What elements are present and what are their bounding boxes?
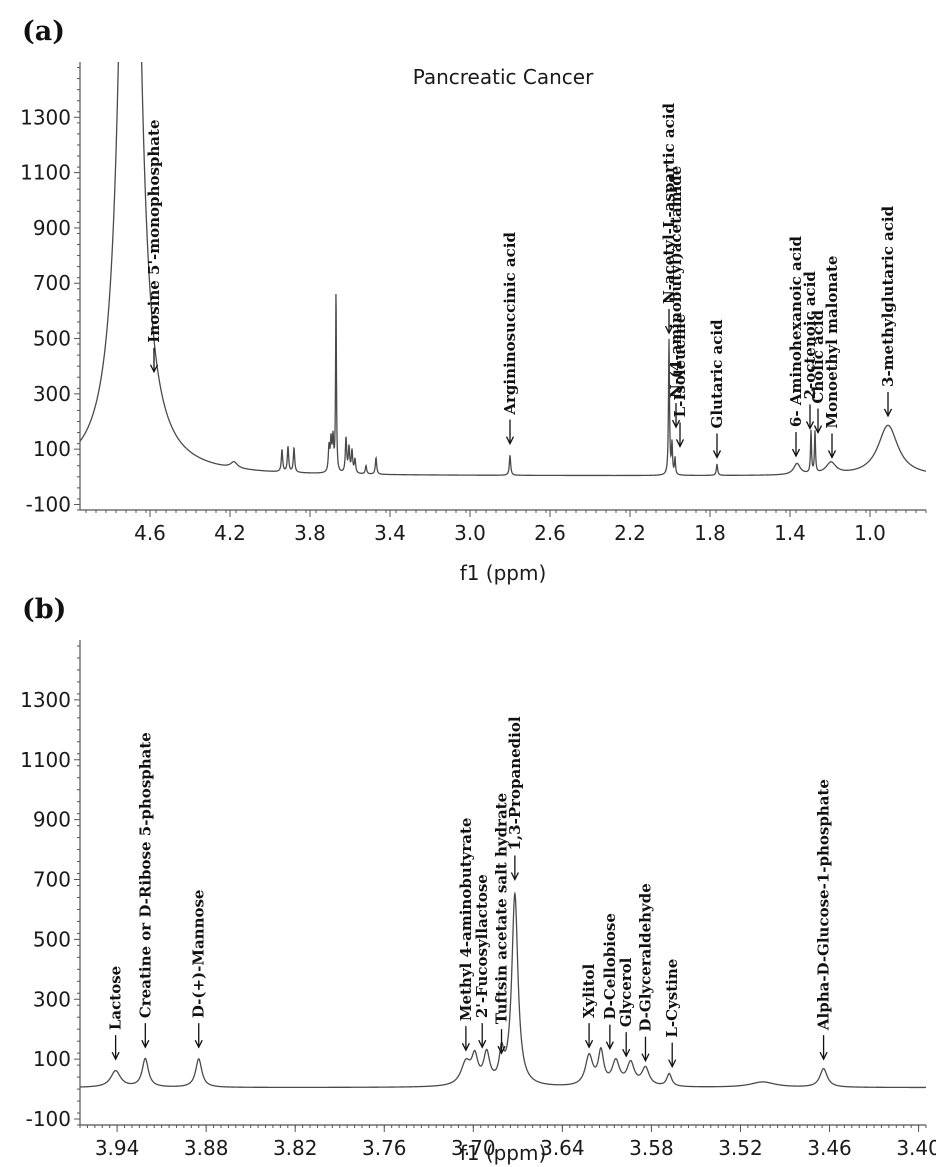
annotation-label: 2-octenoic acid: [801, 271, 819, 400]
x-axis-title: f1 (ppm): [460, 561, 547, 585]
x-tick-label: 4.2: [214, 521, 246, 545]
annotation-label: 2'-Fucosyllactose: [473, 874, 491, 1018]
annotation-label: Creatine or D-Ribose 5-phosphate: [136, 732, 154, 1018]
y-tick-label: 700: [33, 271, 71, 295]
annotation-label: L-Isoleucine: [671, 314, 689, 418]
annotation-arrowhead: [827, 450, 837, 459]
annotation-arrowhead: [805, 421, 815, 430]
annotation-arrowhead: [883, 408, 893, 418]
annotation-label: N-(4-aminobutyl)acetamide: [667, 166, 685, 398]
x-tick-label: 1.0: [854, 521, 886, 545]
y-tick-label: 1100: [20, 748, 71, 772]
annotation-arrowhead: [675, 439, 685, 448]
x-tick-label: 3.4: [374, 521, 406, 545]
annotation-arrowhead: [813, 425, 823, 435]
annotation-arrowhead: [641, 1053, 650, 1063]
annotation-label: Glutaric acid: [708, 319, 726, 429]
y-tick-label: 700: [33, 868, 71, 892]
annotation-arrowhead: [668, 1059, 677, 1069]
annotation-label: 3-methylglutaric acid: [879, 205, 897, 387]
annotation-label: D-(+)-Mannose: [190, 890, 208, 1019]
annotation-label: Glycerol: [617, 957, 635, 1027]
x-tick-label: 2.6: [534, 521, 566, 545]
panel-label: (b): [22, 594, 66, 625]
annotation-arrowhead: [141, 1039, 150, 1049]
x-tick-label: 1.8: [694, 521, 726, 545]
annotation-label: Alpha-D-Glucose-1-phosphate: [815, 779, 833, 1031]
panel-a: (a) Pancreatic Cancer 1300 1100 900 700 500 300…: [20, 16, 927, 585]
annotation-arrowhead: [605, 1041, 614, 1051]
y-tick-label: 300: [33, 987, 71, 1011]
annotation-label: Inosine 5'-monophosphate: [145, 120, 163, 343]
annotation-arrowhead: [111, 1051, 120, 1061]
panel-label: (a): [22, 16, 65, 47]
x-tick-label: 3.0: [454, 521, 486, 545]
annotation-arrowhead: [622, 1048, 631, 1058]
y-tick-label: 300: [33, 382, 71, 406]
panel-b: (b) 1300 1100 900 700 500 300 100 -100 3.94 3.88 3.…: [20, 594, 936, 1165]
y-tick-label: 100: [33, 437, 71, 461]
y-tick-label: 500: [33, 927, 71, 951]
annotation-label: Tuftsin acetate salt hydrate: [493, 793, 511, 1024]
annotation-arrowhead: [510, 872, 519, 881]
y-tick-label: 1100: [20, 161, 71, 185]
y-tick-label: -100: [26, 492, 71, 516]
annotation-label: N-acetyl-L-aspartic acid: [660, 103, 678, 304]
annotation-arrowhead: [671, 419, 681, 429]
x-tick-label: 1.4: [774, 521, 806, 545]
annotation-label: 6- Aminohexanoic acid: [787, 235, 805, 427]
annotation-label: Methyl 4-aminobutyrate: [457, 818, 475, 1022]
y-tick-label: 1300: [20, 688, 71, 712]
annotation-arrowhead: [712, 450, 722, 459]
x-tick-label: 2.2: [614, 521, 646, 545]
annotation-arrowhead: [664, 325, 674, 335]
y-tick-label: 1300: [20, 105, 71, 129]
x-tick-label: 3.64: [540, 1136, 585, 1160]
x-tick-label: 3.58: [629, 1136, 674, 1160]
annotation-label: Argininosuccinic acid: [501, 232, 519, 416]
annotation-label: Monoethyl malonate: [823, 256, 841, 429]
annotation-label: 1,3-Propanediol: [506, 716, 524, 850]
y-tick-label: 900: [33, 216, 71, 240]
x-tick-label: 3.46: [807, 1136, 852, 1160]
annotation-arrowhead: [497, 1045, 506, 1055]
x-tick-label: 4.6: [134, 521, 166, 545]
x-tick-label: 3.76: [362, 1136, 407, 1160]
annotation-label: D-Cellobiose: [601, 913, 619, 1020]
x-tick-label: 3.70: [451, 1136, 496, 1160]
x-tick-label: 3.40: [896, 1136, 936, 1160]
annotation-arrowhead: [461, 1042, 470, 1052]
annotation-arrowhead: [819, 1051, 828, 1061]
spectrum-group: [80, 891, 926, 1089]
annotation-arrowhead: [585, 1039, 594, 1049]
y-tick-label: 900: [33, 808, 71, 832]
annotation-label: Lactose: [107, 966, 125, 1030]
annotation-label: Cholic acid: [809, 309, 827, 403]
annotation-arrowhead: [505, 436, 515, 446]
y-tick-label: 100: [33, 1047, 71, 1071]
spectrum-line: [80, 891, 926, 1089]
x-tick-label: 3.52: [718, 1136, 763, 1160]
chart-title: Pancreatic Cancer: [413, 65, 594, 89]
y-tick-label: 500: [33, 327, 71, 351]
annotation-label: L-Cystine: [663, 959, 681, 1038]
annotation-arrowhead: [791, 448, 801, 458]
x-tick-label: 3.88: [184, 1136, 229, 1160]
spectrum-line: [80, 62, 926, 477]
annotation-label: D-Glyceraldehyde: [636, 883, 654, 1031]
x-tick-label: 3.82: [273, 1136, 318, 1160]
annotation-arrowhead: [478, 1039, 487, 1049]
x-tick-label: 3.8: [294, 521, 326, 545]
annotation-arrowhead: [194, 1039, 203, 1049]
annotation-arrowhead: [149, 364, 159, 374]
x-tick-label: 3.94: [95, 1136, 140, 1160]
spectrum-group: [80, 62, 926, 477]
annotation-label: Xylitol: [580, 963, 598, 1018]
y-tick-label: -100: [26, 1107, 71, 1131]
x-axis-title: f1 (ppm): [460, 1141, 547, 1165]
